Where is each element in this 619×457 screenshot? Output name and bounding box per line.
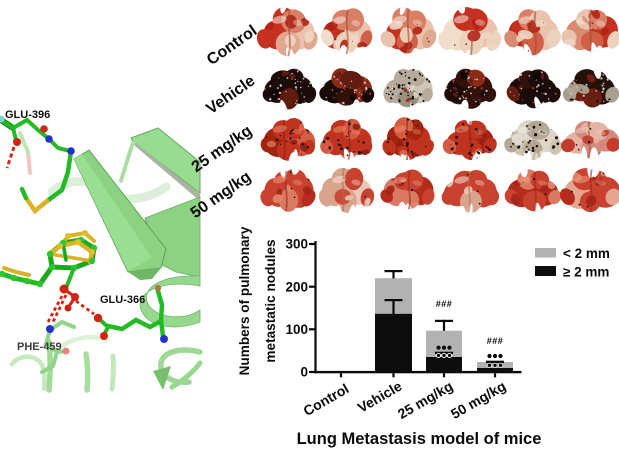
svg-text:PHE-459: PHE-459 (17, 341, 62, 353)
svg-text:0: 0 (300, 365, 308, 380)
svg-text:< 2 mm: < 2 mm (563, 246, 610, 261)
svg-text:Lung Metastasis model of mice: Lung Metastasis model of mice (297, 430, 542, 448)
svg-text:200: 200 (285, 279, 308, 294)
svg-text:metastatic nodules: metastatic nodules (263, 239, 278, 362)
svg-text:100: 100 (285, 322, 308, 337)
svg-text:GLU-366: GLU-366 (100, 294, 145, 306)
svg-text:Numbers of pulmonary: Numbers of pulmonary (237, 226, 252, 375)
svg-text:###: ### (487, 336, 504, 346)
svg-text:GLU-396: GLU-396 (5, 109, 50, 121)
svg-text:≥ 2 mm: ≥ 2 mm (563, 265, 609, 280)
svg-text:###: ### (436, 299, 453, 309)
svg-text:300: 300 (285, 237, 308, 252)
